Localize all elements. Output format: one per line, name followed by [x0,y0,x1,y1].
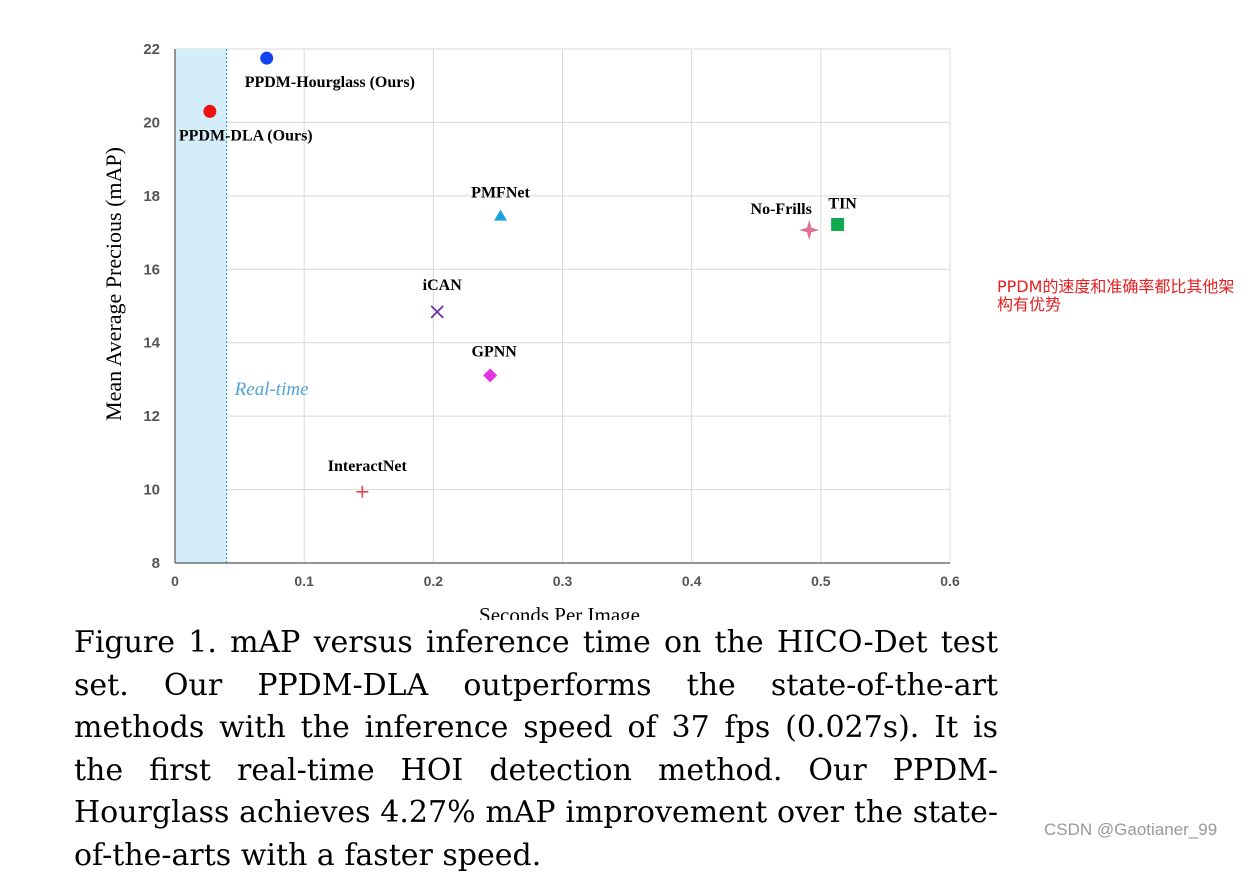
data-point-interactnet: InteractNet [328,458,408,498]
y-tick-label: 10 [143,482,160,499]
circle-marker [203,104,217,118]
data-point-gpnn: GPNN [472,343,518,383]
data-point-ppdm-hourglass-ours: PPDM-Hourglass (Ours) [245,51,415,91]
data-point-label: PPDM-Hourglass (Ours) [245,74,415,91]
x-tick-label: 0.2 [424,573,444,589]
x-tick-label: 0.3 [553,573,573,589]
grid-lines [174,48,951,564]
annotation-note: PPDM的速度和准确率都比其他架构有优势 [997,277,1235,314]
plus-marker [356,485,369,498]
x-tick-label: 0.5 [811,573,831,589]
circle-marker [260,51,274,65]
y-tick-label: 12 [143,408,160,425]
data-point-tin: TIN [828,195,857,231]
diamond-marker [483,368,498,383]
data-point-label: TIN [828,195,857,212]
x-axis-label: Seconds Per Image [479,603,640,620]
x-tick-label: 0.6 [940,573,960,589]
y-tick-label: 22 [143,41,160,58]
data-point-ppdm-dla-ours: PPDM-DLA (Ours) [179,104,313,144]
figure-caption: Figure 1. mAP versus inference time on t… [74,625,998,873]
data-point-label: No-Frills [751,201,812,218]
data-point-label: iCAN [423,277,463,294]
data-point-pmfnet: PMFNet [471,185,530,221]
axes [174,49,950,564]
square-marker [831,217,845,231]
data-point-label: GPNN [472,343,518,360]
x-tick-label: 0.1 [294,573,314,589]
real-time-label: Real-time [234,379,309,400]
data-point-label: PMFNet [471,185,530,202]
x-tick-label: 0 [171,573,179,589]
y-axis-label: Mean Average Precious (mAP) [101,147,126,421]
data-point-ican: iCAN [423,277,463,319]
triangle-marker [494,209,507,221]
x-tick-label: 0.4 [682,573,702,589]
data-point-label: InteractNet [328,458,408,475]
data-point-no-frills: No-Frills [751,201,820,241]
real-time-region [175,49,227,563]
watermark: CSDN @Gaotianer_99 [1044,820,1218,839]
y-tick-label: 18 [143,188,160,205]
data-points: PPDM-Hourglass (Ours) PPDM-DLA (Ours) PMFN… [179,51,857,498]
tick-labels: 0 0.1 0.2 0.3 0.4 0.5 0.6 8 10 12 14 16 18 20 22 [143,41,960,589]
star-marker [799,220,820,241]
y-tick-label: 14 [143,335,160,352]
data-point-label: PPDM-DLA (Ours) [179,127,313,144]
scatter-chart: Real-time 0 0.1 0.2 0.3 0.4 0.5 0.6 8 10 12 14 16 18… [101,41,960,620]
y-tick-label: 8 [152,555,160,572]
x-marker [430,305,444,319]
y-tick-label: 20 [143,114,160,131]
y-tick-label: 16 [143,261,160,278]
